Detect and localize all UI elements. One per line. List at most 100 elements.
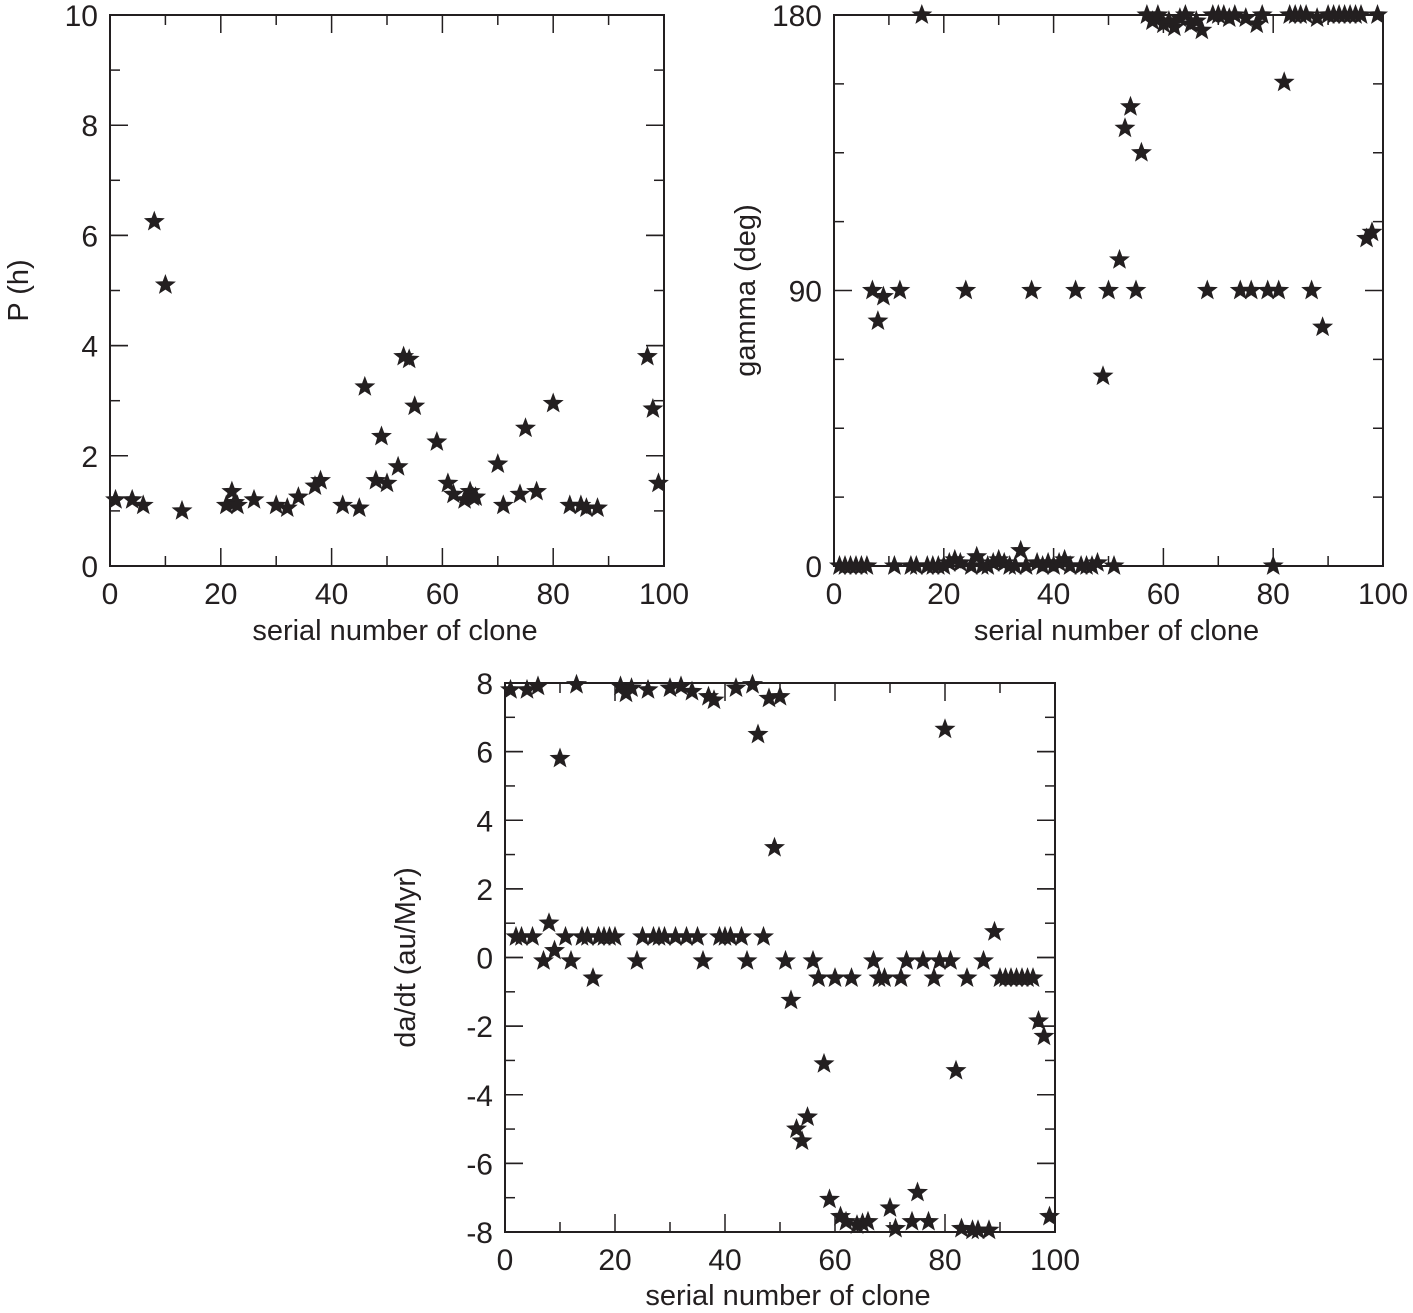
- star-marker: [1114, 117, 1136, 138]
- star-marker: [544, 939, 565, 960]
- y-tick-label: -6: [466, 1148, 493, 1181]
- x-tick-label: 60: [818, 1244, 851, 1277]
- star-marker: [1092, 365, 1114, 386]
- y-tick-label: 4: [81, 331, 98, 364]
- x-tick-label: 20: [927, 578, 960, 611]
- star-marker: [879, 1197, 901, 1217]
- x-tick-label: 80: [537, 578, 570, 611]
- star-marker: [949, 551, 971, 572]
- star-marker: [1039, 1205, 1060, 1226]
- star-marker: [1103, 555, 1125, 575]
- star-marker: [1213, 4, 1235, 24]
- star-marker: [143, 210, 165, 231]
- star-marker: [885, 1217, 906, 1238]
- star-marker: [1191, 19, 1213, 40]
- star-marker: [310, 469, 331, 490]
- dadt-scatter-plot: 0 20 40 60 80 100 -8 -6 -4 -2 0 2 4 6 8 serial number o…: [390, 668, 1080, 1312]
- star-marker: [621, 677, 642, 697]
- star-marker: [121, 488, 143, 509]
- star-marker: [911, 4, 933, 24]
- star-marker: [365, 469, 387, 490]
- star-marker: [636, 345, 658, 366]
- star-marker: [966, 545, 988, 566]
- star-marker: [736, 949, 758, 970]
- star-marker: [509, 483, 531, 504]
- y-axis-label: P (h): [3, 259, 35, 321]
- star-marker: [890, 967, 912, 987]
- star-marker: [105, 488, 126, 509]
- star-marker: [830, 1205, 851, 1226]
- star-marker: [1367, 4, 1388, 24]
- star-marker: [348, 497, 370, 517]
- star-marker: [404, 395, 426, 416]
- star-marker: [526, 480, 547, 501]
- star-marker: [1004, 555, 1026, 575]
- star-marker: [371, 425, 392, 446]
- star-marker: [1306, 7, 1328, 27]
- star-marker: [1120, 95, 1141, 116]
- star-marker: [1125, 279, 1147, 300]
- y-tick-label: -4: [466, 1080, 493, 1113]
- star-marker: [287, 486, 309, 506]
- x-tick-label: 100: [639, 578, 689, 611]
- x-tick-label: 80: [1257, 578, 1290, 611]
- star-marker: [1037, 551, 1059, 572]
- star-marker: [1081, 555, 1103, 575]
- star-marker: [1010, 539, 1032, 560]
- star-marker: [492, 494, 514, 515]
- star-marker: [687, 925, 708, 946]
- star-marker: [1218, 7, 1240, 27]
- star-marker: [654, 925, 675, 946]
- x-tick-label: 60: [1147, 578, 1180, 611]
- star-marker: [1028, 1010, 1049, 1030]
- star-marker: [929, 949, 950, 970]
- star-marker: [797, 1106, 818, 1126]
- star-marker: [1257, 279, 1279, 300]
- star-marker: [527, 675, 549, 696]
- star-marker: [923, 967, 945, 987]
- star-marker: [857, 1210, 879, 1231]
- star-marker: [227, 494, 248, 515]
- star-marker: [1032, 555, 1054, 575]
- star-marker: [459, 480, 481, 501]
- star-marker: [1356, 227, 1377, 248]
- star-marker: [1229, 279, 1251, 300]
- chart-period: 0 20 40 60 80 100 0 2 4 6 8 10 serial number of clon…: [0, 0, 700, 650]
- star-marker: [276, 497, 298, 517]
- y-tick-label: 2: [476, 874, 493, 907]
- star-marker: [912, 949, 934, 970]
- star-marker: [538, 912, 560, 933]
- star-marker: [967, 1219, 989, 1240]
- star-marker: [692, 949, 714, 970]
- star-marker: [376, 472, 398, 493]
- star-marker: [224, 491, 246, 512]
- star-marker: [670, 675, 692, 696]
- y-tick-label: 0: [805, 551, 822, 584]
- star-marker: [1224, 4, 1246, 24]
- star-marker: [1174, 4, 1196, 24]
- star-marker: [819, 1188, 840, 1209]
- y-tick-label: -8: [466, 1217, 493, 1250]
- star-marker: [1043, 555, 1065, 575]
- y-tick-label: 0: [476, 943, 493, 976]
- star-marker: [862, 279, 883, 300]
- star-marker: [1109, 248, 1130, 269]
- star-marker: [747, 723, 769, 744]
- star-marker: [542, 392, 564, 413]
- star-marker: [637, 678, 659, 699]
- star-marker: [901, 1210, 923, 1231]
- star-marker: [1273, 71, 1295, 92]
- chart-gamma: 0 20 40 60 80 100 0 90 180 serial number of clone…: [700, 0, 1413, 650]
- star-marker: [1169, 7, 1191, 27]
- star-marker: [632, 925, 653, 946]
- y-tick-label: 6: [476, 737, 493, 770]
- x-tick-label: 20: [204, 578, 237, 611]
- x-tick-label: 0: [497, 1244, 514, 1277]
- star-marker: [907, 1181, 928, 1202]
- star-marker: [955, 279, 977, 300]
- y-tick-label: 6: [81, 220, 98, 253]
- star-marker: [555, 925, 576, 946]
- star-marker: [945, 1059, 967, 1080]
- star-marker: [889, 279, 911, 300]
- x-tick-label: 100: [1358, 578, 1408, 611]
